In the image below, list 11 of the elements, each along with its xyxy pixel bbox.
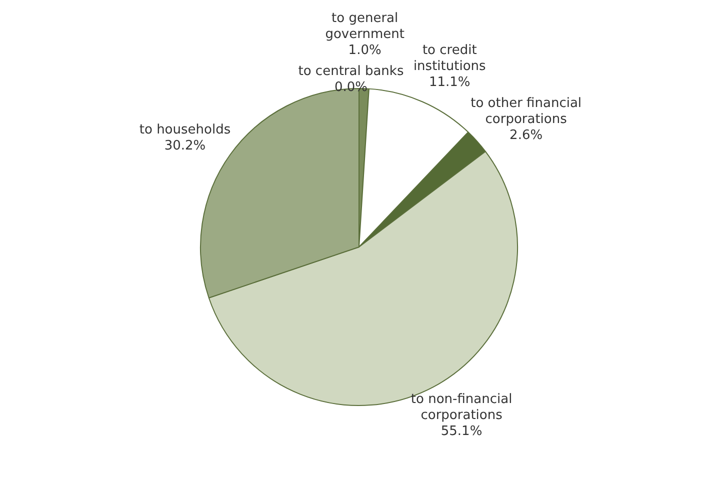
slice-label: to credit institutions <box>413 43 486 74</box>
category-label: to central banks <box>298 64 404 79</box>
data-label: 30.2% <box>164 138 206 154</box>
data-label: 55.1% <box>440 424 482 439</box>
slice-label: to other financial corporations <box>470 96 582 128</box>
slice-label: to non-financial corporations <box>410 392 512 423</box>
slice-label: to households <box>139 122 231 138</box>
data-label: 11.1% <box>428 75 470 90</box>
data-label: 2.6% <box>510 128 543 144</box>
slice-label: to general government <box>325 10 404 42</box>
data-label: 1.0% <box>348 42 382 58</box>
